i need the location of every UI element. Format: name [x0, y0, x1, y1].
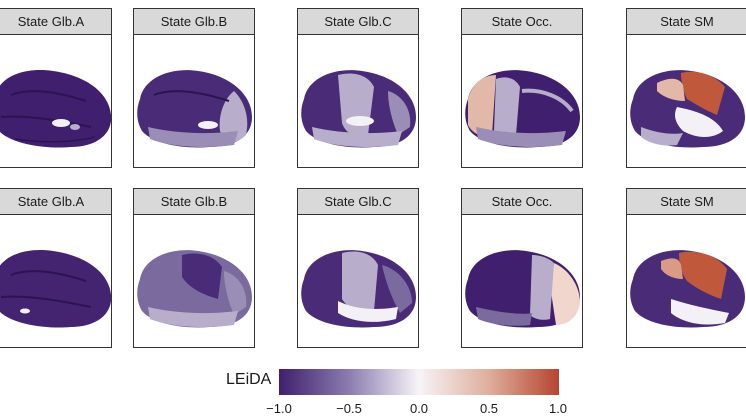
- panel-strip-label: State Glb.B: [134, 189, 254, 215]
- colorbar-tick-label: −1.0: [266, 401, 292, 416]
- brain-surface-image: [465, 70, 580, 148]
- brain-surface-image: [0, 70, 111, 148]
- colorbar-tick-label: 0.5: [479, 401, 499, 416]
- brain-surface-image: [630, 250, 745, 328]
- panel-strip-label: State Glb.A: [0, 189, 111, 215]
- colorbar-tick-mark: [279, 395, 280, 399]
- panel-row1-occ: State Occ.: [461, 8, 583, 168]
- panel-strip-label: State SM: [627, 9, 746, 35]
- panel-strip-label: State Glb.C: [298, 189, 418, 215]
- brain-surface-image: [301, 250, 416, 328]
- panel-row1-glb-c: State Glb.C: [297, 8, 419, 168]
- panel-row2-occ: State Occ.: [461, 188, 583, 348]
- colorbar-gradient: [279, 369, 559, 395]
- brain-surface-image: [137, 70, 252, 148]
- colorbar-tick-mark: [558, 395, 559, 399]
- panel-row2-sm: State SM: [626, 188, 746, 348]
- colorbar-tick-label: 0.0: [409, 401, 429, 416]
- panel-row2-glb-a: State Glb.A: [0, 188, 112, 348]
- colorbar-title: LEiDA: [226, 371, 272, 388]
- panel-strip-label: State SM: [627, 189, 746, 215]
- brain-surface-image: [0, 250, 111, 328]
- panel-row2-glb-c: State Glb.C: [297, 188, 419, 348]
- panel-row1-glb-b: State Glb.B: [133, 8, 255, 168]
- panel-row2-glb-b: State Glb.B: [133, 188, 255, 348]
- panel-row1-glb-a: State Glb.A: [0, 8, 112, 168]
- panel-strip-label: State Glb.C: [298, 9, 418, 35]
- panel-strip-label: State Occ.: [462, 9, 582, 35]
- brain-surface-image: [465, 250, 580, 328]
- panel-strip-label: State Glb.B: [134, 9, 254, 35]
- colorbar-tick-mark: [489, 395, 490, 399]
- brain-surface-image: [301, 70, 416, 148]
- panel-strip-label: State Occ.: [462, 189, 582, 215]
- colorbar-tick-mark: [349, 395, 350, 399]
- colorbar-tick-label: 1.0: [548, 401, 568, 416]
- brain-surface-image: [630, 70, 745, 148]
- panel-strip-label: State Glb.A: [0, 9, 111, 35]
- brain-surface-image: [137, 250, 252, 328]
- colorbar-tick-label: −0.5: [336, 401, 362, 416]
- panel-row1-sm: State SM: [626, 8, 746, 168]
- colorbar-tick-mark: [419, 395, 420, 399]
